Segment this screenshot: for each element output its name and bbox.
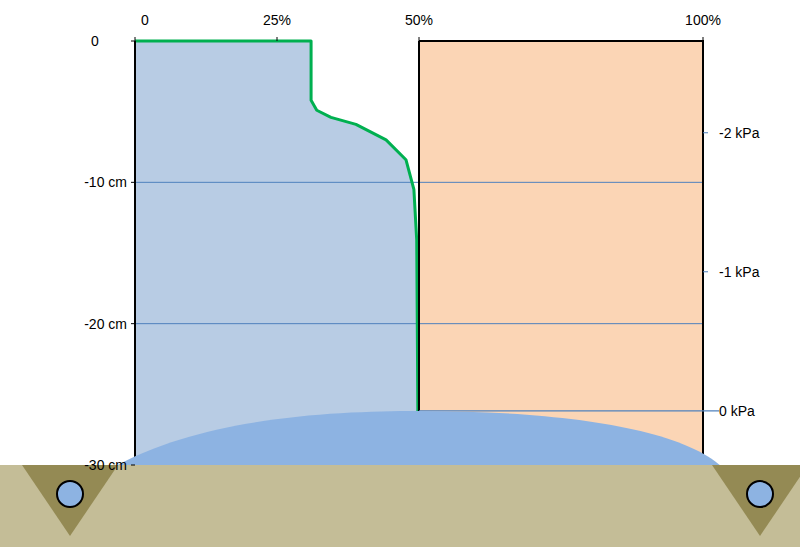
y-tick-label: 0 xyxy=(91,33,99,49)
drain-trench xyxy=(22,465,118,536)
y2-tick-label: -2 kPa xyxy=(719,125,760,141)
y-axis xyxy=(134,41,136,465)
y-tick xyxy=(131,323,135,324)
y-tick-label: -10 cm xyxy=(84,174,127,190)
water-area xyxy=(135,41,418,465)
y2-tick xyxy=(703,132,708,133)
y-tick-label: -30 cm xyxy=(84,457,127,473)
chart: -2 kPa -1 kPa 0 kPa 0 25% 50% 100% 0 -10 cm -20 c… xyxy=(0,0,800,547)
frame xyxy=(419,41,703,465)
y2-tick xyxy=(703,271,708,272)
x-tick xyxy=(277,37,278,41)
water-table-line xyxy=(419,410,719,411)
x-tick xyxy=(703,37,704,41)
x-tick xyxy=(135,37,136,41)
x-tick-label: 50% xyxy=(405,12,433,28)
ground xyxy=(0,465,800,547)
x-tick-label: 100% xyxy=(685,12,721,28)
x-tick-label: 0 xyxy=(141,12,149,28)
x-tick-label: 25% xyxy=(263,12,291,28)
y-tick xyxy=(131,465,135,466)
drain-pipe xyxy=(57,481,83,507)
porosity-line xyxy=(418,41,420,411)
water-mound xyxy=(112,411,722,468)
drain-pipe xyxy=(747,481,773,507)
drain-trench xyxy=(712,465,800,536)
y-tick xyxy=(131,41,135,42)
y-tick xyxy=(131,182,135,183)
x-tick xyxy=(419,37,420,41)
water-content-line xyxy=(135,41,418,411)
y-tick-label: -20 cm xyxy=(84,316,127,332)
plot-area xyxy=(135,41,703,465)
solid-region xyxy=(419,41,703,465)
y2-tick-label: -1 kPa xyxy=(719,264,760,280)
y2-tick-label: 0 kPa xyxy=(719,403,755,419)
